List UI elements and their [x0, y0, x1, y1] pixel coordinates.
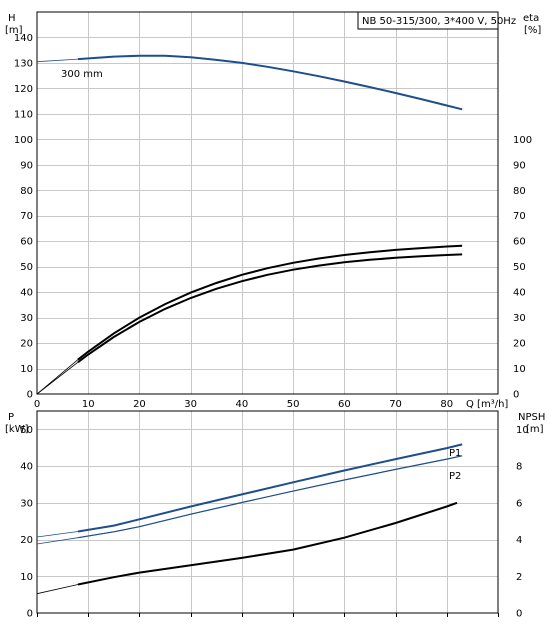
- top-right-tick-label: 90: [513, 160, 526, 171]
- top-right-tick-label: 0: [513, 390, 519, 401]
- p1-label: P1: [449, 448, 461, 459]
- top-series-2-extension: [36, 254, 463, 395]
- bottom-series-lines: [36, 443, 463, 595]
- top-left-tick-label: 50: [20, 262, 33, 273]
- top-x-tick-label: 30: [184, 399, 197, 410]
- bottom-right-tick-label: 2: [516, 572, 522, 583]
- top-left-tick-label: 80: [20, 186, 33, 197]
- top-left-tick-label: 60: [20, 237, 33, 248]
- top-plot-frame: [36, 11, 499, 395]
- power-axis-label-line1: P: [8, 412, 14, 423]
- top-left-tick-label: 120: [14, 84, 33, 95]
- flow-axis-label: Q [m³/h]: [466, 399, 508, 410]
- bottom-left-tick-label: 0: [27, 609, 33, 620]
- bottom-series-0-line: [77, 443, 463, 533]
- npsh-axis-label-line1: NPSH: [518, 412, 545, 423]
- top-series-2-line: [77, 253, 463, 363]
- top-left-tick-label: 110: [14, 109, 33, 120]
- top-right-tick-label: 100: [513, 135, 532, 146]
- chart-title: NB 50-315/300, 3*400 V, 50Hz: [362, 16, 516, 27]
- top-x-tick-label: 10: [82, 399, 95, 410]
- npsh-axis-label-line2: [m]: [526, 424, 544, 435]
- top-x-tick-label: 70: [389, 399, 402, 410]
- head-efficiency-panel: 0 10 20 30 40 50 60 70 80 0102030405060708090100…: [5, 11, 541, 410]
- bottom-right-tick-label: 6: [516, 498, 522, 509]
- top-x-tick-label: 0: [34, 399, 40, 410]
- head-axis-label-line1: H: [8, 13, 16, 24]
- top-right-tick-label: 20: [513, 339, 526, 350]
- top-left-tick-label: 90: [20, 160, 33, 171]
- top-x-tick-label: 40: [236, 399, 249, 410]
- top-right-tick-label: 10: [513, 364, 526, 375]
- top-series-lines: [36, 54, 463, 395]
- bottom-right-tick-label: 10: [516, 425, 529, 436]
- top-x-tick-labels: 0 10 20 30 40 50 60 70 80: [34, 399, 453, 410]
- power-axis-label-line2: [kW]: [5, 424, 29, 435]
- top-x-tick-label: 50: [287, 399, 300, 410]
- top-right-tick-label: 30: [513, 313, 526, 324]
- bottom-series-1-line: [77, 455, 463, 539]
- top-right-tick-label: 40: [513, 288, 526, 299]
- bottom-right-tick-label: 4: [516, 535, 522, 546]
- bottom-series-2-line: [77, 501, 458, 586]
- top-left-tick-label: 70: [20, 211, 33, 222]
- top-left-tick-label: 0: [27, 390, 33, 401]
- top-right-tick-label: 60: [513, 237, 526, 248]
- bottom-left-tick-label: 30: [20, 498, 33, 509]
- top-left-tick-label: 20: [20, 339, 33, 350]
- top-left-tick-label: 40: [20, 288, 33, 299]
- bottom-plot-frame: [36, 410, 499, 614]
- impeller-size-label: 300 mm: [61, 69, 103, 80]
- top-series-1-extension: [36, 245, 463, 395]
- top-x-tick-label: 60: [338, 399, 351, 410]
- top-x-tick-label: 80: [440, 399, 453, 410]
- title-box: [357, 11, 499, 30]
- bottom-left-tick-labels: 0 10 20 30 40 50: [20, 425, 33, 620]
- p2-label: P2: [449, 471, 461, 482]
- power-npsh-panel: 0 10 20 30 40 50 0 2 4 6 8 10 P [kW] NPSH [m] P1 P…: [5, 410, 545, 620]
- top-series-0-line: [77, 54, 463, 111]
- top-left-tick-label: 100: [14, 135, 33, 146]
- eta-axis-label-line2: [%]: [524, 25, 541, 36]
- head-axis-label-line2: [m]: [5, 25, 23, 36]
- top-right-tick-label: 50: [513, 262, 526, 273]
- top-left-tick-label: 10: [20, 364, 33, 375]
- top-x-tick-label: 20: [133, 399, 146, 410]
- top-series-1-line: [77, 244, 463, 361]
- bottom-right-tick-label: 0: [516, 609, 522, 620]
- top-right-tick-labels: 0 10 20 30 40 50 60 70 80 90 100: [513, 135, 532, 401]
- bottom-left-tick-label: 10: [20, 572, 33, 583]
- bottom-right-tick-labels: 0 2 4 6 8 10: [516, 425, 529, 620]
- bottom-left-tick-label: 40: [20, 462, 33, 473]
- bottom-right-tick-label: 8: [516, 462, 522, 473]
- top-left-tick-label: 30: [20, 313, 33, 324]
- top-right-tick-label: 80: [513, 186, 526, 197]
- bottom-left-tick-label: 20: [20, 535, 33, 546]
- top-left-tick-label: 140: [14, 33, 33, 44]
- eta-axis-label-line1: eta: [523, 13, 539, 24]
- bottom-left-tick-label: 50: [20, 425, 33, 436]
- top-left-tick-label: 130: [14, 58, 33, 69]
- top-right-tick-label: 70: [513, 211, 526, 222]
- bottom-x-ticks: [37, 613, 499, 617]
- top-grid: [37, 12, 498, 394]
- top-left-tick-labels: 0 10 20 30 40 50 60 70 80 90 100 110 120 130 140: [14, 33, 33, 401]
